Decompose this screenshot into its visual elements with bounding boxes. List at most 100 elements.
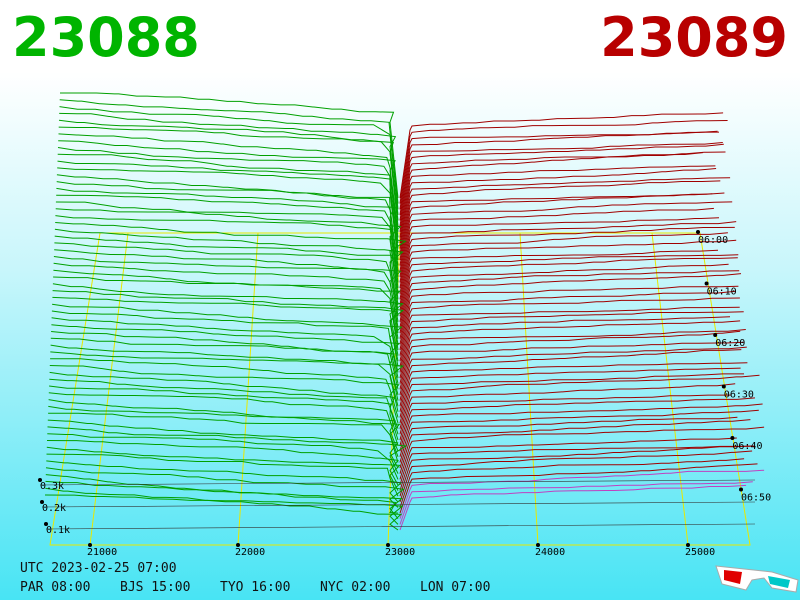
ask-depth-line: [399, 481, 753, 525]
bid-depth-line: [58, 140, 399, 238]
bid-depth-line: [48, 405, 401, 457]
time-tick: [730, 436, 735, 440]
price-grid-line: [237, 232, 259, 546]
ask-depth-line: [399, 445, 754, 497]
time-tick: [696, 230, 700, 234]
bid-depth-line: [52, 290, 405, 362]
bid-depth-line: [46, 460, 403, 503]
price-tick: [236, 543, 240, 547]
bid-depth-line: [54, 228, 404, 311]
ask-depth-line: [399, 426, 765, 480]
bid-depth-line: [56, 194, 399, 283]
ask-depth-line: [399, 374, 760, 435]
ask-depth-line: [399, 285, 739, 350]
bid-depth-line: [48, 412, 399, 463]
bid-depth-line: [46, 440, 399, 486]
ask-depth-line: [399, 373, 744, 429]
bid-depth-line: [51, 310, 399, 379]
ask-depth-line: [399, 201, 733, 277]
bid-depth-line: [55, 222, 407, 305]
ask-depth-line: [399, 362, 748, 418]
bid-depth-line: [53, 262, 399, 339]
bid-depth-line: [57, 153, 399, 249]
price-tick: [536, 543, 540, 547]
time-label: 06:50: [741, 493, 771, 504]
bid-depth-line: [55, 201, 399, 289]
size-tick: [38, 478, 42, 482]
bid-depth-line: [47, 433, 399, 480]
ask-depth-line: [399, 341, 745, 401]
bid-depth-line: [48, 399, 399, 452]
bid-depth-line: [45, 467, 405, 508]
bid-depth-line: [56, 187, 399, 277]
bid-depth-line: [51, 317, 399, 384]
size-tick: [40, 500, 44, 504]
ask-depth-line: [399, 130, 718, 215]
size-grid-line: [41, 501, 756, 508]
utc-time: UTC 2023-02-25 07:00: [20, 561, 177, 576]
bid-depth-line: [53, 256, 402, 334]
ask-depth-line: [399, 270, 740, 339]
ask-depth-line: [399, 142, 723, 221]
time-tick: [704, 281, 709, 286]
ask-depth-line: [399, 273, 742, 345]
ask-depth-line: [399, 320, 741, 384]
ask-depth-line: [399, 311, 744, 373]
bid-depth-line: [57, 147, 399, 244]
time-label: 06:20: [715, 338, 745, 349]
price-tick: [686, 543, 690, 547]
ask-depth-line: [399, 232, 728, 305]
bid-depth-line: [47, 419, 399, 469]
ask-depth-line: [399, 180, 721, 260]
ask-depth-line: [399, 192, 725, 272]
ask-depth-line: [399, 458, 745, 508]
ask-depth-line: [399, 207, 714, 283]
ask-depth-line: [399, 437, 737, 486]
bid-price: 23088: [12, 6, 200, 69]
time-tick: [739, 487, 743, 492]
bid-depth-line: [57, 160, 399, 255]
bid-depth-line: [52, 296, 399, 367]
ask-depth-line: [399, 297, 740, 362]
bid-depth-line: [53, 269, 399, 345]
ask-depth-line: [399, 112, 724, 199]
bid-depth-line: [49, 378, 399, 435]
price-label: 24000: [535, 547, 565, 558]
ask-depth-line: [399, 257, 738, 328]
bid-depth-line: [46, 446, 401, 491]
ask-depth-line: [399, 120, 728, 204]
price-label: 21000: [87, 547, 117, 558]
3d-glasses-icon[interactable]: [712, 558, 800, 598]
ask-depth-line: [399, 193, 713, 266]
ask-depth-line: [399, 346, 747, 407]
ask-depth-line: [399, 349, 742, 412]
ask-depth-line: [399, 409, 759, 463]
bid-depth-line: [56, 174, 399, 266]
ask-depth-line: [399, 463, 758, 514]
time-label: 06:40: [732, 441, 762, 452]
ask-depth-line: [399, 254, 739, 322]
ask-depth-line: [399, 383, 736, 441]
size-grid-line: [39, 479, 756, 486]
size-tick: [44, 522, 48, 526]
ask-depth-line: [399, 306, 740, 367]
clock: LON 07:00: [420, 580, 491, 595]
ask-depth-line: [399, 469, 765, 519]
bid-depth-line: [57, 167, 399, 260]
price-label: 22000: [235, 547, 265, 558]
bid-depth-line: [55, 215, 399, 300]
ask-depth-line: [399, 419, 751, 474]
ask-depth-line: [399, 177, 731, 255]
price-label: 25000: [685, 547, 715, 558]
bid-depth-line: [59, 112, 399, 215]
bid-depth-line: [44, 494, 403, 531]
ask-depth-line: [399, 367, 741, 424]
time-label: 06:30: [724, 390, 754, 401]
bid-depth-line: [47, 426, 408, 474]
size-grid-line: [45, 523, 756, 530]
bid-depth-line: [55, 208, 402, 294]
price-label: 23000: [385, 547, 415, 558]
bid-depth-line: [58, 133, 399, 232]
ask-depth-line: [399, 316, 731, 379]
